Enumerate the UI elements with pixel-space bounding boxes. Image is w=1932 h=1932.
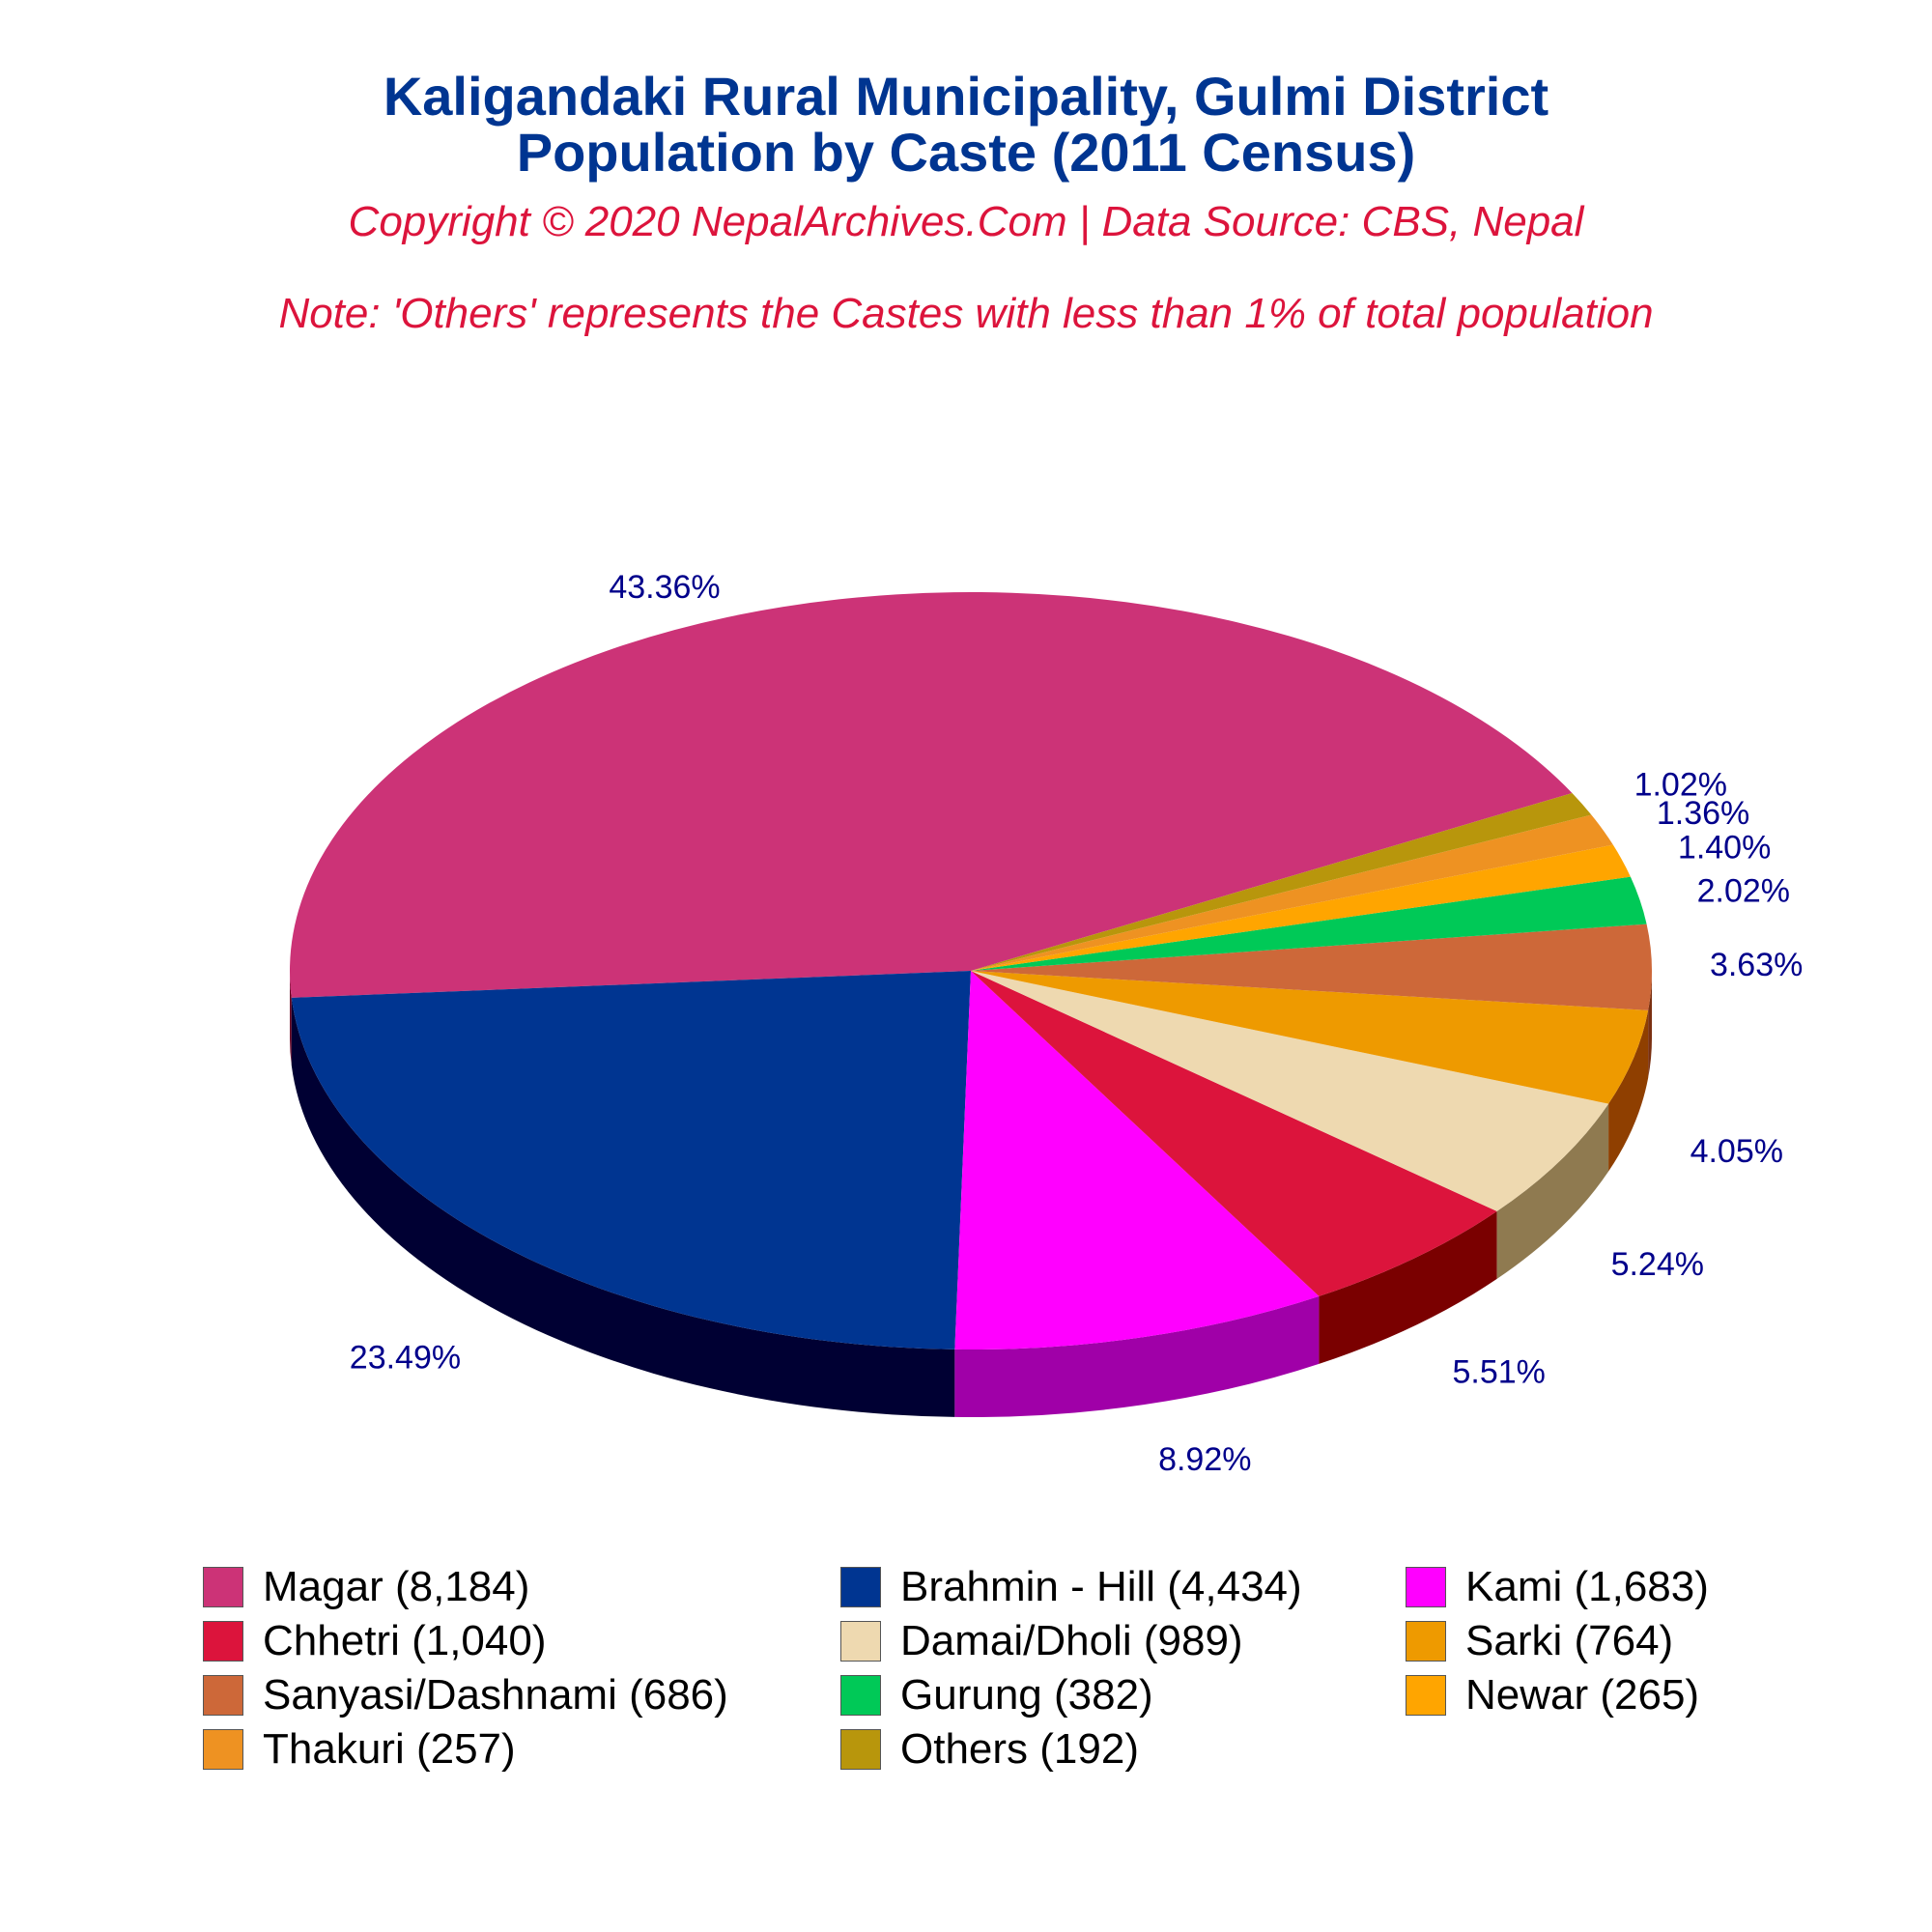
percent-label-5: 4.05% (1690, 1133, 1783, 1170)
pie-side-0 (290, 971, 292, 1065)
legend-item: Newar (265) (1406, 1668, 1699, 1722)
pie-side-5 (1608, 1009, 1649, 1172)
percent-label-0: 43.36% (609, 569, 720, 606)
legend-swatch (1406, 1675, 1446, 1716)
pie-side-3 (1319, 1210, 1497, 1364)
legend-label: Newar (265) (1465, 1671, 1700, 1719)
pie-slice-6 (971, 923, 1652, 1010)
legend-swatch (840, 1621, 881, 1662)
pie-slice-5 (971, 971, 1649, 1104)
percent-label-10: 1.02% (1634, 766, 1727, 803)
legend-item: Sanyasi/Dashnami (686) (203, 1668, 728, 1722)
legend-swatch (203, 1675, 243, 1716)
legend-swatch (840, 1567, 881, 1607)
legend-label: Damai/Dholi (989) (900, 1617, 1243, 1664)
chart-note: Note: 'Others' represents the Castes wit… (278, 290, 1654, 337)
percent-label-9: 1.36% (1657, 795, 1749, 832)
legend-item: Others (192) (840, 1722, 1139, 1776)
chart-copyright: Copyright © 2020 NepalArchives.Com | Dat… (348, 198, 1584, 245)
pie-slice-2 (954, 971, 1320, 1350)
pie-slice-9 (971, 814, 1613, 971)
legend-item: Brahmin - Hill (4,434) (840, 1560, 1302, 1614)
percent-label-8: 1.40% (1678, 829, 1771, 866)
percent-label-3: 5.51% (1452, 1354, 1545, 1391)
legend-swatch (840, 1675, 881, 1716)
legend-item: Gurung (382) (840, 1668, 1153, 1722)
legend-swatch (203, 1567, 243, 1607)
percent-label-6: 3.63% (1710, 947, 1803, 983)
pie-slice-7 (971, 876, 1647, 971)
pie-slice-0 (290, 592, 1573, 998)
legend-label: Sanyasi/Dashnami (686) (263, 1671, 728, 1719)
legend-label: Kami (1,683) (1465, 1563, 1709, 1610)
legend-swatch (203, 1729, 243, 1770)
legend-label: Thakuri (257) (263, 1725, 516, 1773)
legend-swatch (840, 1729, 881, 1770)
pie-slice-10 (971, 792, 1592, 971)
legend-label: Sarki (764) (1465, 1617, 1674, 1664)
legend-label: Chhetri (1,040) (263, 1617, 547, 1664)
legend-label: Others (192) (900, 1725, 1139, 1773)
legend-item: Chhetri (1,040) (203, 1614, 546, 1668)
legend-swatch (203, 1621, 243, 1662)
legend-item: Kami (1,683) (1406, 1560, 1709, 1614)
legend-label: Gurung (382) (900, 1671, 1153, 1719)
legend-swatch (1406, 1567, 1446, 1607)
pie-side-4 (1496, 1103, 1609, 1279)
pie-slice-8 (971, 844, 1631, 971)
chart-title-line1: Kaligandaki Rural Municipality, Gulmi Di… (383, 66, 1549, 127)
legend-item: Damai/Dholi (989) (840, 1614, 1243, 1668)
percent-label-2: 8.92% (1158, 1441, 1251, 1478)
pie-slice-4 (971, 971, 1609, 1211)
pie-side-6 (1648, 971, 1652, 1078)
pie-side-2 (954, 1295, 1320, 1418)
chart-title-line2: Population by Caste (2011 Census) (516, 122, 1416, 183)
percent-label-4: 5.24% (1611, 1246, 1704, 1283)
legend-item: Magar (8,184) (203, 1560, 529, 1614)
pie-side-1 (291, 997, 955, 1417)
legend-label: Brahmin - Hill (4,434) (900, 1563, 1302, 1610)
legend-item: Sarki (764) (1406, 1614, 1673, 1668)
legend-label: Magar (8,184) (263, 1563, 530, 1610)
legend-item: Thakuri (257) (203, 1722, 516, 1776)
pie-chart: 43.36% 23.49% 8.92% 5.51% 5.24% 4.05% 3.63% 2.0… (290, 569, 1803, 1478)
legend-swatch (1406, 1621, 1446, 1662)
pie-slice-3 (971, 971, 1497, 1296)
percent-label-1: 23.49% (350, 1340, 461, 1377)
percent-label-7: 2.02% (1697, 872, 1790, 909)
pie-slice-1 (291, 971, 971, 1350)
